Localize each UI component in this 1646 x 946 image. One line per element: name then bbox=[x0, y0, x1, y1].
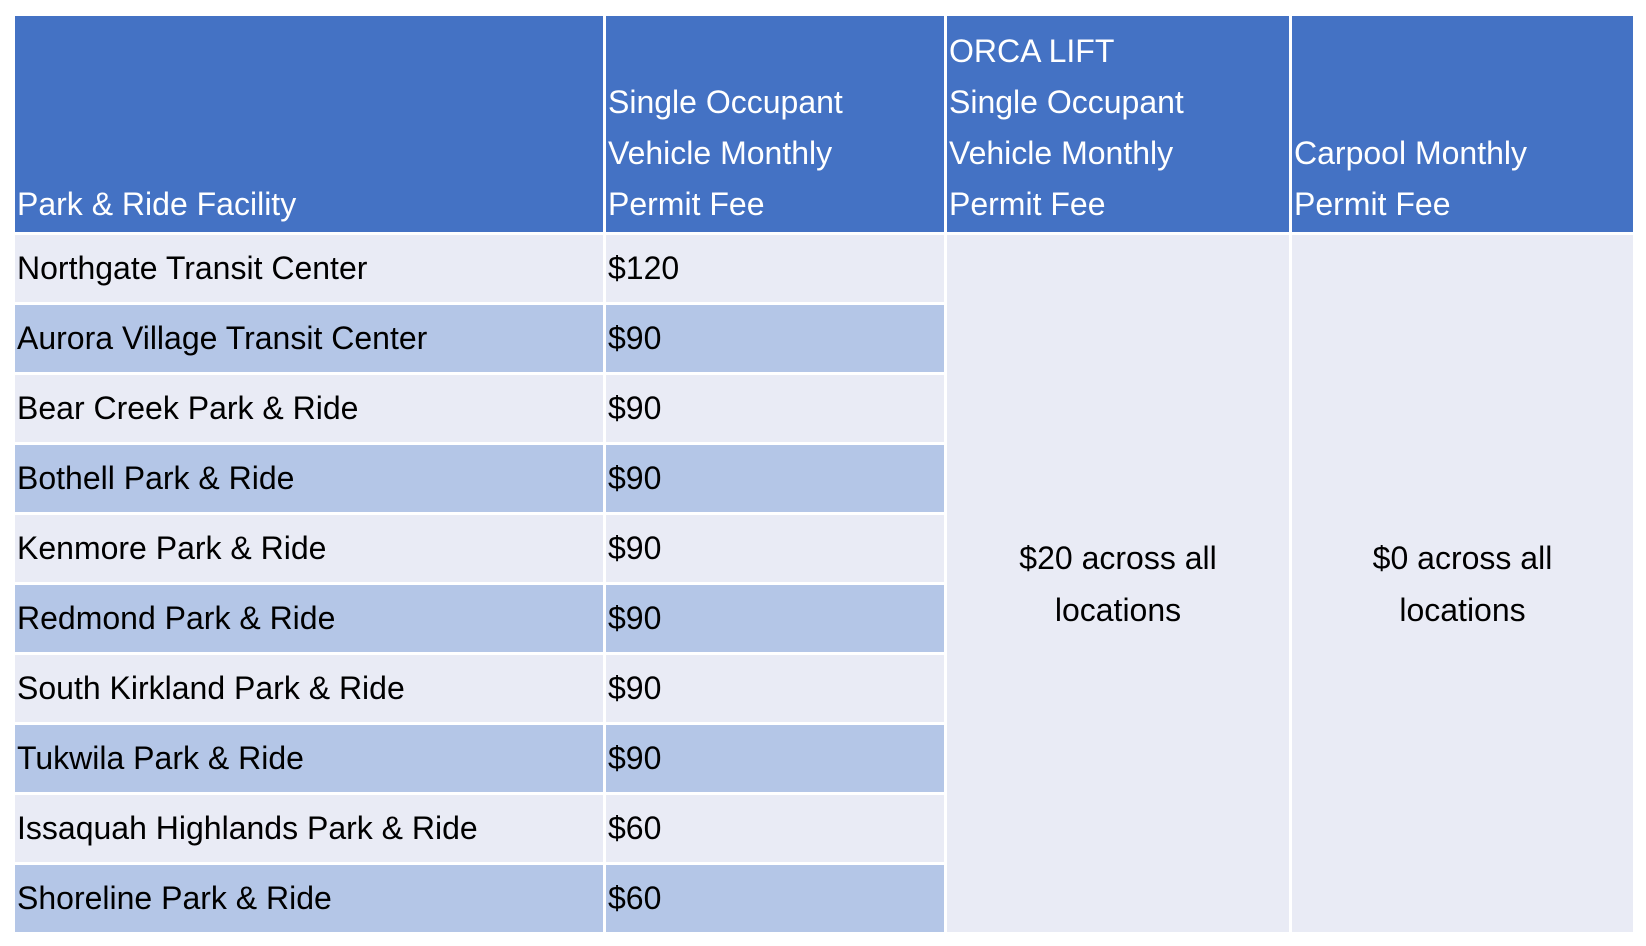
facility-cell: Tukwila Park & Ride bbox=[15, 725, 603, 792]
fee-cell: $90 bbox=[606, 375, 944, 442]
cell-line: Permit Fee bbox=[949, 186, 1106, 222]
facility-cell: Issaquah Highlands Park & Ride bbox=[15, 795, 603, 862]
body-row: Aurora Village Transit Center $90 bbox=[15, 305, 1633, 372]
header-cell: Carpool Monthly Permit Fee bbox=[1292, 16, 1633, 232]
fee-table: Park & Ride Facility Single Occupant Vehic… bbox=[12, 13, 1636, 935]
facility-cell: Bear Creek Park & Ride bbox=[15, 375, 603, 442]
cell-line: Carpool Monthly bbox=[1294, 135, 1527, 171]
cell-line: Permit Fee bbox=[1294, 186, 1451, 222]
facility-cell: Kenmore Park & Ride bbox=[15, 515, 603, 582]
fee-cell: $60 bbox=[606, 865, 944, 932]
table-body: Park & Ride Facility Single Occupant Vehic… bbox=[15, 16, 1633, 932]
body-row: Northgate Transit Center $120 $20 across a… bbox=[15, 235, 1633, 932]
facility-cell: South Kirkland Park & Ride bbox=[15, 655, 603, 722]
body-row: Shoreline Park & Ride $60 bbox=[15, 865, 1633, 932]
header-row: Park & Ride Facility Single Occupant Vehic… bbox=[15, 16, 1633, 232]
facility-cell: Aurora Village Transit Center bbox=[15, 305, 603, 372]
body-row: Bothell Park & Ride $90 bbox=[15, 445, 1633, 512]
body-row: Redmond Park & Ride $90 bbox=[15, 585, 1633, 652]
fee-cell: $90 bbox=[606, 655, 944, 722]
facility-cell: Bothell Park & Ride bbox=[15, 445, 603, 512]
cell-line: locations bbox=[1054, 591, 1182, 628]
cell-line: Park & Ride Facility bbox=[17, 186, 297, 222]
cell-line: Vehicle Monthly bbox=[949, 135, 1174, 171]
body-row: South Kirkland Park & Ride $90 bbox=[15, 655, 1633, 722]
cell-line: locations bbox=[1399, 591, 1526, 628]
fee-cell: $90 bbox=[606, 585, 944, 652]
cell-line: Single Occupant bbox=[608, 84, 843, 120]
cell-line: ORCA LIFT bbox=[949, 33, 1115, 69]
fee-cell: $90 bbox=[606, 445, 944, 512]
cell-line: Vehicle Monthly bbox=[608, 135, 833, 171]
fee-cell: $90 bbox=[606, 725, 944, 792]
cell-line: $20 across all bbox=[1019, 539, 1217, 576]
cell-line: $0 across all bbox=[1372, 539, 1553, 576]
facility-cell: Shoreline Park & Ride bbox=[15, 865, 603, 932]
fee-cell: $90 bbox=[606, 305, 944, 372]
body-row: Bear Creek Park & Ride $90 bbox=[15, 375, 1633, 442]
fee-cell: $90 bbox=[606, 515, 944, 582]
body-row: Kenmore Park & Ride $90 bbox=[15, 515, 1633, 582]
body-row: Tukwila Park & Ride $90 bbox=[15, 725, 1633, 792]
facility-cell: Northgate Transit Center bbox=[15, 235, 603, 302]
cell-line: Permit Fee bbox=[608, 186, 765, 222]
header-cell: Park & Ride Facility bbox=[15, 16, 603, 232]
facility-cell: Redmond Park & Ride bbox=[15, 585, 603, 652]
body-row: Issaquah Highlands Park & Ride $60 bbox=[15, 795, 1633, 862]
merged-fee-cell: $0 across all locations bbox=[1292, 235, 1633, 932]
header-cell: ORCA LIFT Single Occupant Vehicle Monthly P… bbox=[947, 16, 1289, 232]
cell-line: Single Occupant bbox=[949, 84, 1184, 120]
fee-cell: $120 bbox=[606, 235, 944, 302]
fee-cell: $60 bbox=[606, 795, 944, 862]
merged-fee-cell: $20 across all locations bbox=[947, 235, 1289, 932]
header-cell: Single Occupant Vehicle Monthly Permit Fee bbox=[606, 16, 944, 232]
